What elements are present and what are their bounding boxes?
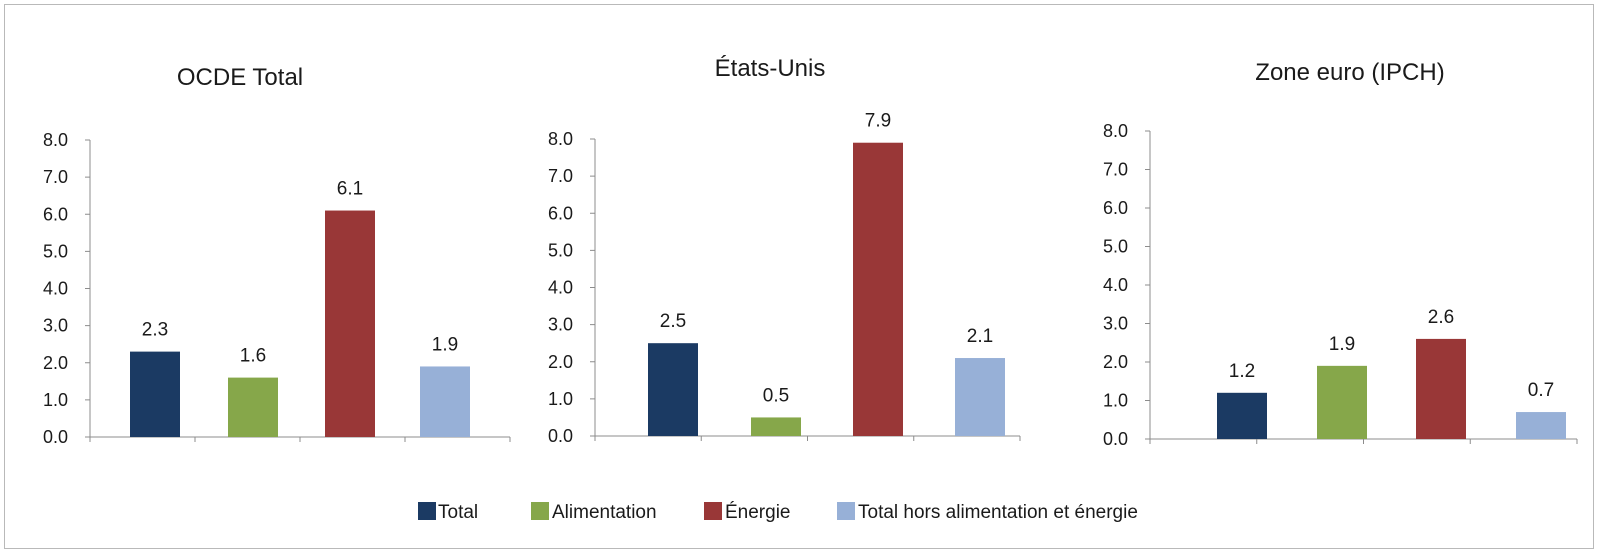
y-tick-label: 6.0 bbox=[1103, 198, 1128, 218]
legend-swatch bbox=[837, 502, 855, 520]
bar bbox=[1516, 412, 1566, 439]
y-tick-label: 6.0 bbox=[43, 204, 68, 224]
chart-frame bbox=[4, 4, 1594, 549]
data-label: 6.1 bbox=[337, 179, 363, 200]
bar bbox=[1217, 392, 1267, 439]
y-tick-label: 2.0 bbox=[548, 352, 573, 372]
legend-item: Total bbox=[418, 502, 478, 523]
legend-label: Total bbox=[438, 502, 478, 523]
data-label: 1.9 bbox=[432, 334, 458, 355]
y-tick-label: 2.0 bbox=[43, 353, 68, 373]
y-tick-label: 8.0 bbox=[548, 129, 573, 149]
y-tick-label: 4.0 bbox=[1103, 275, 1128, 295]
data-label: 0.7 bbox=[1528, 380, 1554, 401]
y-tick-label: 5.0 bbox=[1103, 237, 1128, 257]
y-tick-label: 4.0 bbox=[548, 278, 573, 298]
y-tick-label: 4.0 bbox=[43, 279, 68, 299]
bar bbox=[1317, 365, 1367, 439]
legend-item: Énergie bbox=[704, 502, 791, 523]
bar bbox=[751, 417, 801, 436]
panel-title: OCDE Total bbox=[177, 64, 303, 91]
legend-swatch bbox=[531, 502, 549, 520]
legend-item: Total hors alimentation et énergie bbox=[837, 502, 1138, 523]
y-tick-label: 1.0 bbox=[1103, 391, 1128, 411]
chart-panels: OCDE Total 0.0 1.0 2.0 3.0 4.0 5.0 6.0 7.0 8.0 2.3… bbox=[43, 55, 1578, 449]
data-label: 0.5 bbox=[763, 385, 789, 406]
y-tick-label: 5.0 bbox=[548, 240, 573, 260]
legend-swatch bbox=[418, 502, 436, 520]
panel-title: Zone euro (IPCH) bbox=[1255, 59, 1444, 86]
data-label: 2.1 bbox=[967, 326, 993, 347]
panel-3: Zone euro (IPCH) 0.0 1.0 2.0 3.0 4.0 5.0 6.0 7.0… bbox=[1103, 59, 1578, 449]
y-tick-label: 3.0 bbox=[548, 315, 573, 335]
data-label: 1.2 bbox=[1229, 361, 1255, 382]
panel-title: États-Unis bbox=[715, 55, 826, 82]
y-tick-label: 3.0 bbox=[1103, 314, 1128, 334]
data-label: 7.9 bbox=[865, 111, 891, 132]
legend-label: Total hors alimentation et énergie bbox=[858, 502, 1138, 523]
y-tick-label: 3.0 bbox=[43, 316, 68, 336]
y-tick-label: 6.0 bbox=[548, 203, 573, 223]
bar bbox=[325, 210, 375, 437]
legend-label: Alimentation bbox=[552, 502, 657, 523]
bar bbox=[420, 366, 470, 437]
data-label: 2.3 bbox=[142, 320, 168, 341]
bar bbox=[130, 351, 180, 437]
bar bbox=[1416, 338, 1466, 439]
y-tick-label: 8.0 bbox=[43, 130, 68, 150]
data-label: 1.9 bbox=[1329, 334, 1355, 355]
bar bbox=[853, 142, 903, 436]
y-tick-label: 7.0 bbox=[548, 166, 573, 186]
y-tick-label: 2.0 bbox=[1103, 352, 1128, 372]
y-tick-label: 5.0 bbox=[43, 241, 68, 261]
y-tick-label: 7.0 bbox=[43, 167, 68, 187]
y-tick-label: 7.0 bbox=[1103, 160, 1128, 180]
panel-2: États-Unis 0.0 1.0 2.0 3.0 4.0 5.0 6.0 7.0 8.0 2.5… bbox=[548, 55, 1021, 446]
legend: Total Alimentation Énergie Total hors alime… bbox=[418, 502, 1138, 523]
bar bbox=[955, 358, 1005, 436]
legend-label: Énergie bbox=[725, 502, 791, 523]
y-tick-label: 0.0 bbox=[1103, 429, 1128, 449]
y-tick-label: 0.0 bbox=[548, 426, 573, 446]
panel-1: OCDE Total 0.0 1.0 2.0 3.0 4.0 5.0 6.0 7.0 8.0 2.3… bbox=[43, 64, 511, 447]
y-tick-label: 8.0 bbox=[1103, 121, 1128, 141]
y-tick-label: 0.0 bbox=[43, 427, 68, 447]
data-label: 2.5 bbox=[660, 311, 686, 332]
data-label: 1.6 bbox=[240, 346, 266, 367]
legend-item: Alimentation bbox=[531, 502, 657, 523]
y-tick-label: 1.0 bbox=[43, 390, 68, 410]
legend-swatch bbox=[704, 502, 722, 520]
y-tick-label: 1.0 bbox=[548, 389, 573, 409]
bar bbox=[648, 343, 698, 436]
data-label: 2.6 bbox=[1428, 307, 1454, 328]
bar bbox=[228, 377, 278, 437]
